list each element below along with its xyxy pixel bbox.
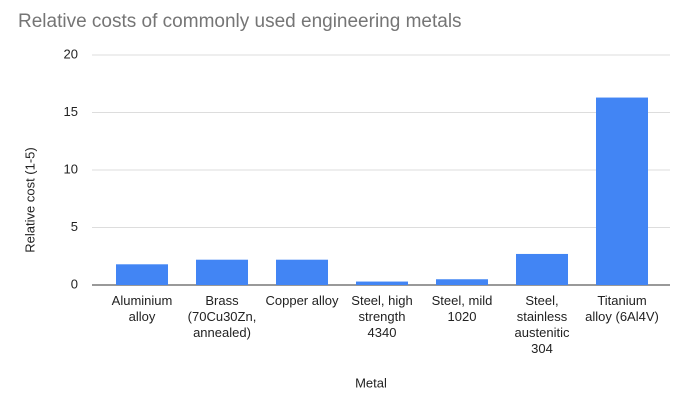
x-tick-label: Steel, mild 1020 [431, 293, 493, 324]
x-tick-label: Aluminium alloy [111, 293, 173, 324]
x-tick-label: Copper alloy [265, 293, 339, 308]
x-tick-label: Brass (70Cu30Zn, annealed) [187, 293, 257, 340]
x-tick-label: Titanium alloy (6Al4V) [585, 293, 659, 324]
chart-title: Relative costs of commonly used engineer… [18, 11, 462, 32]
bar [596, 97, 648, 285]
bar [516, 253, 568, 285]
bar [436, 279, 488, 285]
bar [196, 259, 248, 285]
y-tick-label: 10 [64, 161, 78, 176]
y-tick-label: 0 [71, 276, 78, 291]
y-tick-label: 15 [64, 104, 78, 119]
x-tick-label: Steel, high strength 4340 [351, 293, 413, 340]
y-tick-label: 20 [64, 46, 78, 61]
bar [356, 281, 408, 285]
x-tick-label: Steel, stainless austenitic 304 [514, 293, 570, 356]
bar [116, 264, 168, 285]
bar [276, 259, 328, 285]
y-axis-label: Relative cost (1-5) [22, 147, 37, 252]
x-axis-label: Metal [355, 375, 387, 390]
y-tick-label: 5 [71, 219, 78, 234]
